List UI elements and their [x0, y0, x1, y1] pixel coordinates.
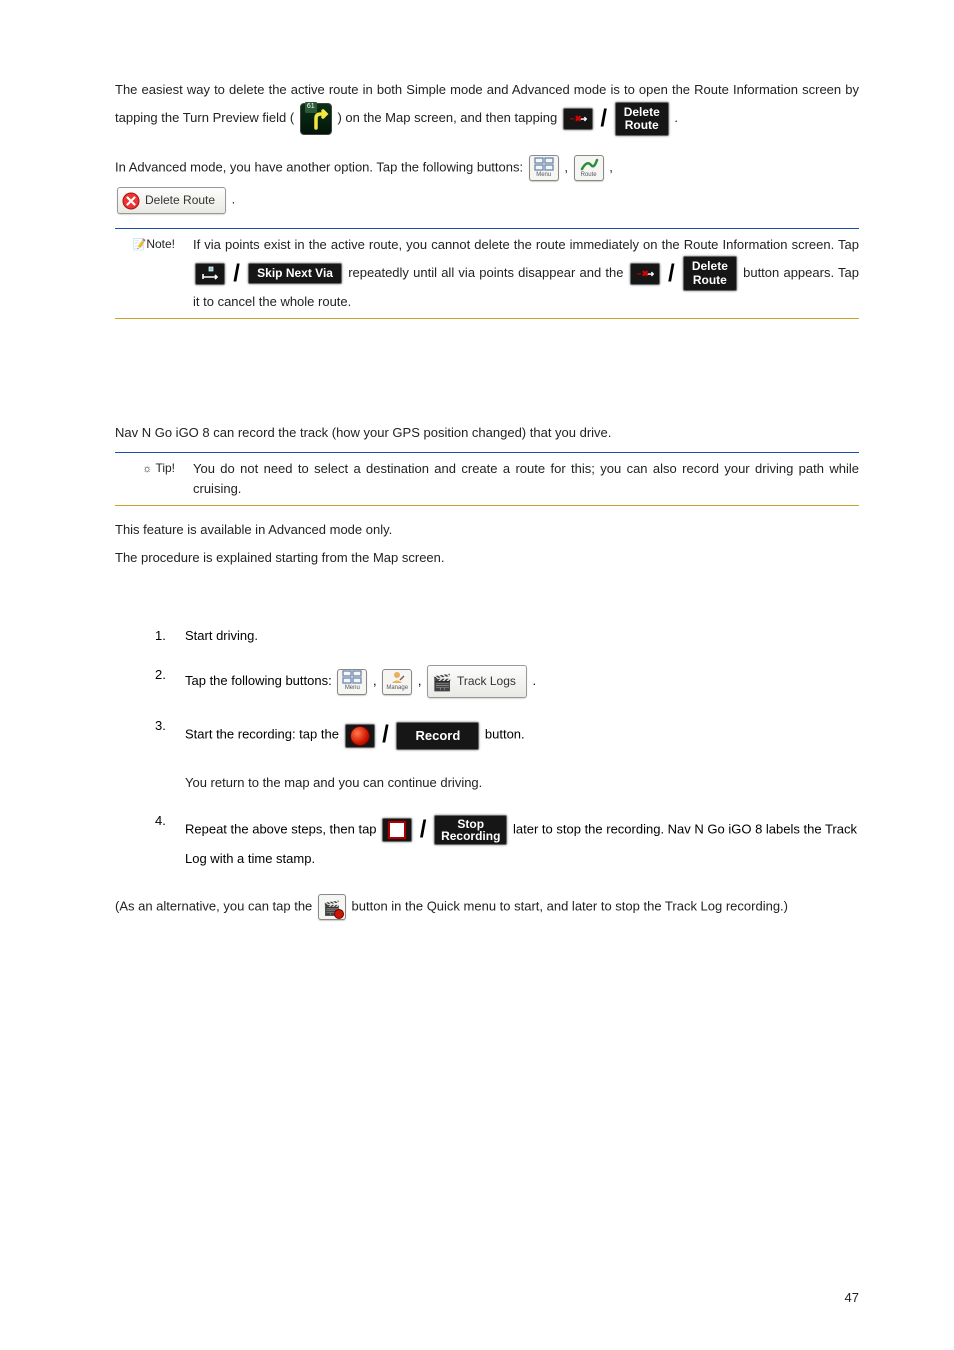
turn-preview-icon[interactable] — [300, 103, 332, 135]
note-label: 📝Note! — [115, 235, 175, 251]
step-3: Start the recording: tap the / Record bu… — [155, 716, 859, 754]
step-2: Tap the following buttons: Menu , Manage… — [155, 665, 859, 699]
para-advanced-option: In Advanced mode, you have another optio… — [115, 155, 859, 181]
delete-route-row: Delete Route . — [115, 187, 859, 214]
stop-icon[interactable] — [382, 818, 412, 842]
menu-button[interactable]: Menu — [337, 669, 367, 695]
skip-via-icon[interactable] — [195, 263, 225, 285]
clapper-icon: 🎬 — [432, 671, 452, 697]
cancel-route-icon[interactable]: −✖ — [563, 108, 593, 130]
slash-icon: / — [668, 255, 675, 292]
delete-route-button[interactable]: Delete Route — [683, 256, 737, 290]
menu-button[interactable]: Menu — [529, 155, 559, 181]
tip-label: ☼ Tip! — [115, 459, 175, 475]
page-number: 47 — [845, 1290, 859, 1305]
step-3-sub: You return to the map and you can contin… — [185, 773, 859, 793]
slash-icon: / — [382, 716, 389, 754]
svg-text:−✖: −✖ — [636, 269, 648, 278]
tip-body: You do not need to select a destination … — [193, 459, 859, 499]
quick-tracklog-button[interactable]: 🎬 — [318, 894, 346, 920]
record-button[interactable]: Record — [396, 722, 479, 750]
feature-line: This feature is available in Advanced mo… — [115, 520, 859, 540]
note-body: If via points exist in the active route,… — [193, 235, 859, 312]
slash-icon: / — [233, 255, 240, 292]
track-record-intro: Nav N Go iGO 8 can record the track (how… — [115, 423, 859, 443]
alternative-note: (As an alternative, you can tap the 🎬 bu… — [115, 894, 859, 920]
skip-next-via-button[interactable]: Skip Next Via — [248, 263, 342, 284]
stop-recording-button[interactable]: Stop Recording — [434, 815, 507, 845]
para-delete-route-intro: The easiest way to delete the active rou… — [115, 80, 859, 137]
delete-route-light-button[interactable]: Delete Route — [117, 187, 226, 214]
step-1: Start driving. — [155, 626, 859, 647]
manage-button[interactable]: Manage — [382, 669, 412, 695]
procedure-line: The procedure is explained starting from… — [115, 548, 859, 568]
step-4: Repeat the above steps, then tap / Stop … — [155, 811, 859, 870]
slash-icon: / — [600, 100, 607, 137]
svg-text:−✖: −✖ — [570, 114, 582, 123]
record-icon[interactable] — [345, 724, 375, 748]
route-button[interactable]: Route — [574, 155, 604, 181]
slash-icon: / — [420, 811, 427, 849]
cancel-route-icon[interactable]: −✖ — [630, 263, 660, 285]
track-logs-button[interactable]: 🎬 Track Logs — [427, 665, 527, 699]
delete-route-button[interactable]: Delete Route — [615, 102, 669, 136]
